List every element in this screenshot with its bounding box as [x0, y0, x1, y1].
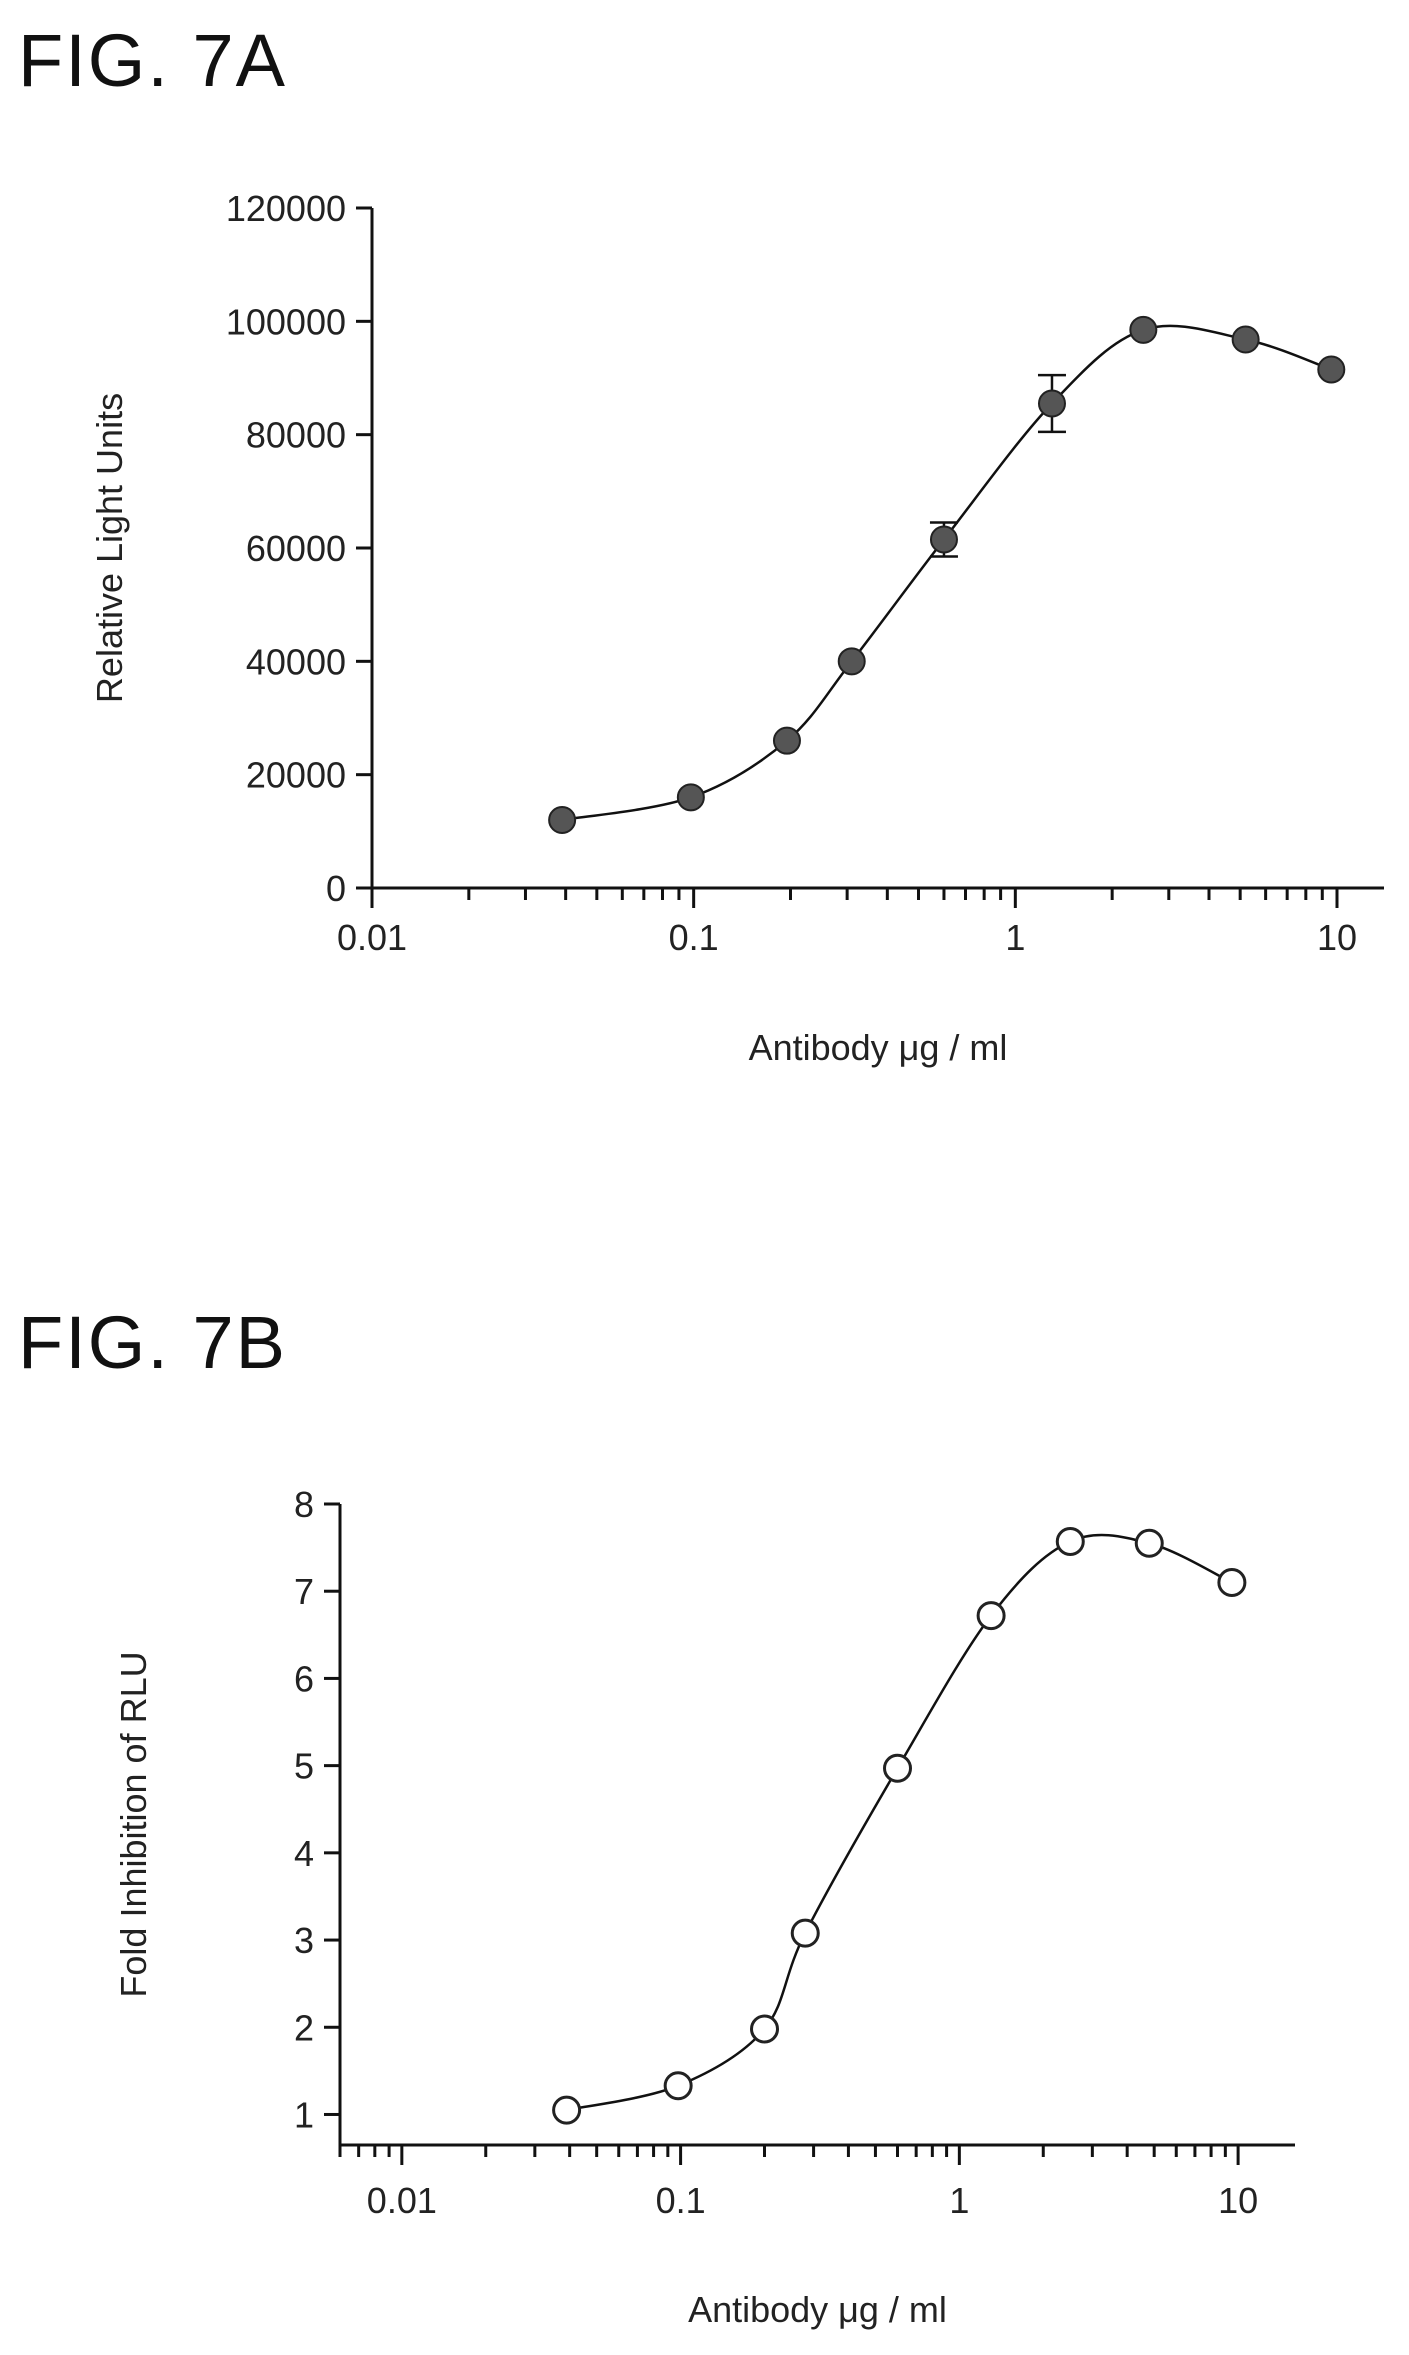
- chart7b-data-point: [552, 2095, 582, 2125]
- chart7b-data-point: [663, 2071, 693, 2101]
- chart7a-y-tick-label: 120000: [226, 188, 346, 229]
- chart7b-y-tick-label: 3: [294, 1920, 314, 1961]
- chart7b-data-point: [1055, 1527, 1085, 1557]
- chart7a-data-point: [929, 525, 958, 554]
- chart7b-data-point: [1217, 1567, 1247, 1597]
- chart7a-y-tick-label: 80000: [246, 415, 346, 456]
- figure-7b-title: FIG. 7B: [18, 1301, 287, 1384]
- chart7b-y-tick-label: 1: [294, 2094, 314, 2135]
- chart7b-y-tick-label: 8: [294, 1484, 314, 1525]
- chart7a-y-tick-label: 60000: [246, 528, 346, 569]
- chart7a-x-tick-label: 1: [1005, 917, 1025, 958]
- chart7a-y-tick-label: 40000: [246, 641, 346, 682]
- chart7b-y-tick-label: 5: [294, 1746, 314, 1787]
- chart7a-y-tick-label: 0: [326, 868, 346, 909]
- chart7b-x-axis-title: Antibody μg / ml: [688, 2289, 947, 2330]
- chart7b-x-tick-label: 0.01: [367, 2180, 437, 2221]
- chart7b-y-tick-label: 7: [294, 1571, 314, 1612]
- chart7b-data-point: [790, 1918, 820, 1948]
- chart7a-data-point: [1231, 325, 1260, 354]
- chart7b-data-point: [883, 1753, 913, 1783]
- chart7b-data-point: [976, 1601, 1006, 1631]
- figure-7a-title: FIG. 7A: [18, 19, 287, 102]
- chart7a-data-point: [548, 806, 577, 834]
- chart7b-x-tick-label: 10: [1218, 2180, 1258, 2221]
- chart7a-x-tick-label: 0.1: [669, 917, 719, 958]
- chart7a-data-point: [1317, 355, 1346, 384]
- chart7a-data-point: [1037, 389, 1066, 418]
- chart7a-data-point: [837, 647, 866, 676]
- chart7b-fit-curve: [566, 1533, 1233, 2112]
- chart7a-data-point: [676, 783, 705, 812]
- chart-7a: 0 20000 40000 60000 80000 100000 120000 0.01 0.1…: [89, 188, 1384, 1068]
- chart7a-x-tick-label: 10: [1317, 917, 1357, 958]
- chart7a-data-point: [772, 726, 801, 755]
- chart7a-y-axis-title: Relative Light Units: [89, 393, 130, 703]
- chart7a-x-axis-title: Antibody μg / ml: [749, 1027, 1008, 1068]
- chart7b-x-tick-label: 1: [949, 2180, 969, 2221]
- chart7b-data-point: [750, 2014, 780, 2044]
- chart7b-x-tick-label: 0.1: [656, 2180, 706, 2221]
- chart7a-y-tick-label: 20000: [246, 755, 346, 796]
- chart7b-y-axis-title: Fold Inhibition of RLU: [113, 1651, 154, 1997]
- chart7b-y-tick-label: 6: [294, 1658, 314, 1699]
- chart7a-y-tick-label: 100000: [226, 301, 346, 342]
- chart7b-y-tick-label: 4: [294, 1833, 314, 1874]
- chart7b-data-point: [1134, 1528, 1164, 1558]
- chart7b-y-tick-label: 2: [294, 2007, 314, 2048]
- chart7a-x-tick-label: 0.01: [337, 917, 407, 958]
- chart7a-data-point: [1129, 315, 1158, 344]
